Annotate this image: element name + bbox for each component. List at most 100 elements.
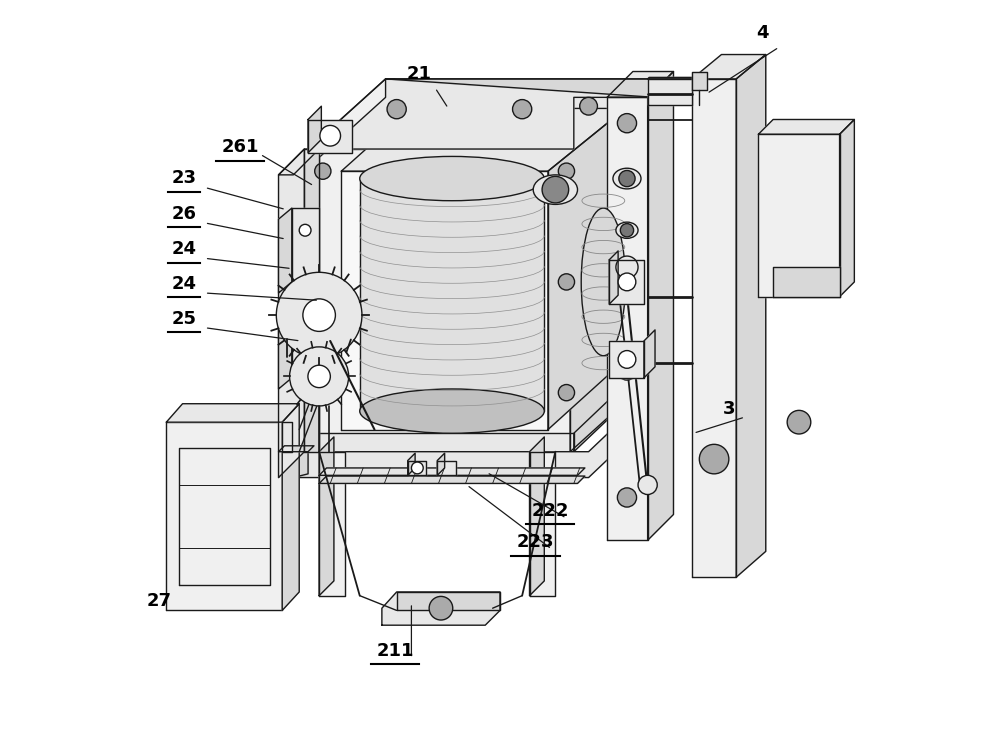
Text: 3: 3	[723, 400, 735, 419]
Polygon shape	[548, 108, 625, 430]
Circle shape	[619, 170, 635, 187]
Text: 24: 24	[172, 275, 197, 293]
Polygon shape	[341, 171, 548, 430]
Polygon shape	[692, 55, 766, 79]
Text: 261: 261	[221, 139, 259, 156]
Text: 26: 26	[172, 205, 197, 223]
Polygon shape	[166, 422, 282, 611]
Circle shape	[513, 99, 532, 119]
Polygon shape	[437, 461, 456, 475]
Circle shape	[558, 385, 575, 401]
Text: 211: 211	[376, 642, 414, 660]
Polygon shape	[609, 341, 644, 378]
Polygon shape	[840, 119, 854, 296]
Polygon shape	[437, 453, 445, 475]
Polygon shape	[570, 79, 648, 452]
Polygon shape	[292, 289, 319, 378]
Text: 23: 23	[172, 170, 197, 187]
Circle shape	[299, 225, 311, 236]
Circle shape	[620, 224, 634, 237]
Polygon shape	[319, 452, 345, 596]
Polygon shape	[319, 476, 585, 483]
Polygon shape	[308, 119, 352, 153]
Polygon shape	[319, 79, 648, 149]
Polygon shape	[166, 404, 299, 422]
Circle shape	[558, 273, 575, 290]
Polygon shape	[408, 461, 426, 475]
Text: 4: 4	[756, 24, 768, 42]
Polygon shape	[308, 106, 321, 153]
Polygon shape	[736, 55, 766, 577]
Polygon shape	[692, 72, 707, 90]
Polygon shape	[758, 119, 854, 134]
Polygon shape	[279, 289, 292, 389]
Polygon shape	[279, 208, 292, 293]
Circle shape	[618, 273, 636, 290]
Ellipse shape	[616, 222, 638, 239]
Polygon shape	[607, 97, 648, 540]
Text: 21: 21	[406, 64, 431, 82]
Circle shape	[315, 163, 331, 179]
Circle shape	[787, 411, 811, 434]
Polygon shape	[609, 260, 644, 304]
Text: 27: 27	[146, 592, 171, 611]
Ellipse shape	[360, 389, 544, 433]
Polygon shape	[341, 108, 625, 171]
Polygon shape	[648, 77, 693, 79]
Text: 222: 222	[531, 502, 569, 519]
Circle shape	[303, 299, 335, 331]
Polygon shape	[530, 437, 544, 596]
Circle shape	[617, 488, 637, 507]
Polygon shape	[319, 468, 585, 475]
Polygon shape	[308, 79, 655, 149]
Circle shape	[299, 342, 311, 354]
Circle shape	[411, 462, 423, 473]
Text: 24: 24	[172, 240, 197, 259]
Circle shape	[558, 163, 575, 179]
Polygon shape	[293, 452, 308, 477]
Polygon shape	[758, 134, 840, 296]
Polygon shape	[386, 79, 655, 97]
Polygon shape	[279, 149, 304, 477]
Circle shape	[387, 99, 406, 119]
Polygon shape	[308, 363, 648, 452]
Polygon shape	[292, 208, 319, 282]
Polygon shape	[773, 268, 840, 296]
Text: 223: 223	[517, 534, 554, 551]
Polygon shape	[293, 382, 662, 477]
Circle shape	[638, 475, 657, 494]
Ellipse shape	[360, 156, 544, 201]
Circle shape	[315, 273, 331, 290]
Ellipse shape	[613, 168, 641, 189]
Ellipse shape	[581, 208, 625, 356]
Circle shape	[617, 113, 637, 133]
Polygon shape	[282, 404, 299, 611]
Circle shape	[580, 97, 597, 115]
Polygon shape	[607, 72, 673, 97]
Circle shape	[542, 176, 569, 203]
Ellipse shape	[533, 175, 578, 205]
Circle shape	[315, 385, 331, 401]
Circle shape	[618, 350, 636, 368]
Polygon shape	[692, 79, 736, 577]
Circle shape	[290, 347, 349, 406]
Text: 25: 25	[172, 310, 197, 328]
Circle shape	[699, 445, 729, 473]
Circle shape	[276, 272, 362, 358]
Polygon shape	[319, 149, 570, 452]
Polygon shape	[609, 251, 618, 304]
Circle shape	[616, 256, 638, 278]
Polygon shape	[644, 330, 655, 378]
Polygon shape	[408, 453, 415, 475]
Polygon shape	[304, 149, 319, 452]
Circle shape	[308, 365, 330, 388]
Circle shape	[429, 597, 453, 620]
Polygon shape	[382, 592, 500, 625]
Polygon shape	[648, 72, 673, 540]
Polygon shape	[319, 437, 334, 596]
Circle shape	[320, 125, 341, 146]
Polygon shape	[397, 592, 500, 611]
Polygon shape	[360, 179, 544, 411]
Circle shape	[617, 361, 637, 380]
Polygon shape	[279, 446, 314, 452]
